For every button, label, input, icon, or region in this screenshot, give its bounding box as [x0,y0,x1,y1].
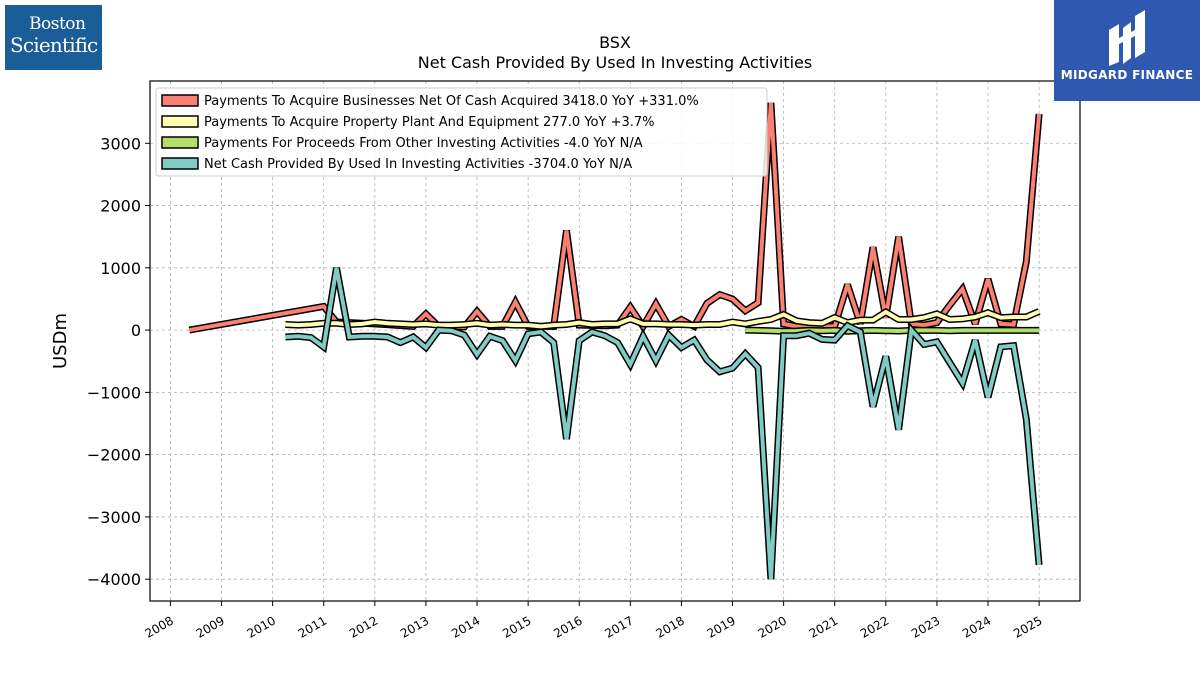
y-tick-label: 1000 [100,259,141,278]
x-tick-label: 2011 [296,613,329,640]
x-tick-label: 2019 [705,613,738,640]
x-tick-label: 2012 [347,613,380,640]
legend-swatch [161,94,199,107]
series-1 [285,307,1041,330]
y-tick-label: −4000 [87,570,141,589]
x-tick-label: 2010 [245,613,278,640]
legend-label: Payments To Acquire Property Plant And E… [204,115,655,130]
legend-swatch [161,136,199,149]
series-line [188,102,1042,333]
series-0 [188,102,1043,334]
series-3 [285,267,1043,580]
y-axis-label: USDm [50,313,71,369]
x-tick-label: 2023 [909,613,942,640]
legend-label: Payments For Proceeds From Other Investi… [204,136,643,151]
legend-swatch [161,157,199,170]
x-tick-label: 2015 [500,613,533,640]
x-axis: 2008 2009 2010 2011 2012 2013 2014 2015 2016 2017… [142,601,1045,641]
y-tick-label: −1000 [87,383,141,402]
legend-label: Payments To Acquire Businesses Net Of Ca… [204,94,699,109]
series-line [745,328,1040,334]
series-lines [188,102,1043,580]
x-tick-label: 2024 [960,613,993,640]
x-tick-label: 2022 [858,613,891,640]
series-2 [745,326,1040,335]
legend-label: Net Cash Provided By Used In Investing A… [204,157,632,172]
y-tick-label: 3000 [100,134,141,153]
y-axis: −4000 −3000 −2000 −1000 0 1000 2000 3000 [87,134,150,589]
x-tick-label: 2013 [398,613,431,640]
plot-frame [149,80,1081,602]
x-tick-label: 2009 [194,613,227,640]
y-tick-label: 2000 [100,197,141,216]
y-tick-label: −2000 [87,446,141,465]
legend-box [155,87,768,177]
chart-subtitle: Net Cash Provided By Used In Investing A… [418,53,812,72]
y-tick-label: 0 [131,321,141,340]
x-tick-label: 2020 [756,613,789,640]
legend-swatch [161,115,199,128]
y-tick-label: −3000 [87,508,141,527]
logo-line-1: Boston [29,14,86,34]
midgard-mark-icon [1109,10,1145,66]
chart-title: BSX [599,33,631,52]
x-tick-label: 2017 [602,613,635,640]
series-line [285,309,1040,329]
x-tick-label: 2016 [551,613,584,640]
legend: Payments To Acquire Businesses Net Of Ca… [155,87,768,177]
x-tick-label: 2021 [807,613,840,640]
x-tick-label: 2008 [142,613,175,640]
boston-scientific-logo: Boston Scientific [5,5,102,70]
x-tick-label: 2025 [1011,613,1044,640]
x-tick-label: 2014 [449,613,482,640]
midgard-finance-name: MIDGARD FINANCE [1060,68,1194,82]
series-line [285,267,1042,580]
x-tick-label: 2018 [653,613,686,640]
logo-line-2: Scientific [10,33,98,57]
midgard-finance-logo: MIDGARD FINANCE [1054,0,1200,101]
